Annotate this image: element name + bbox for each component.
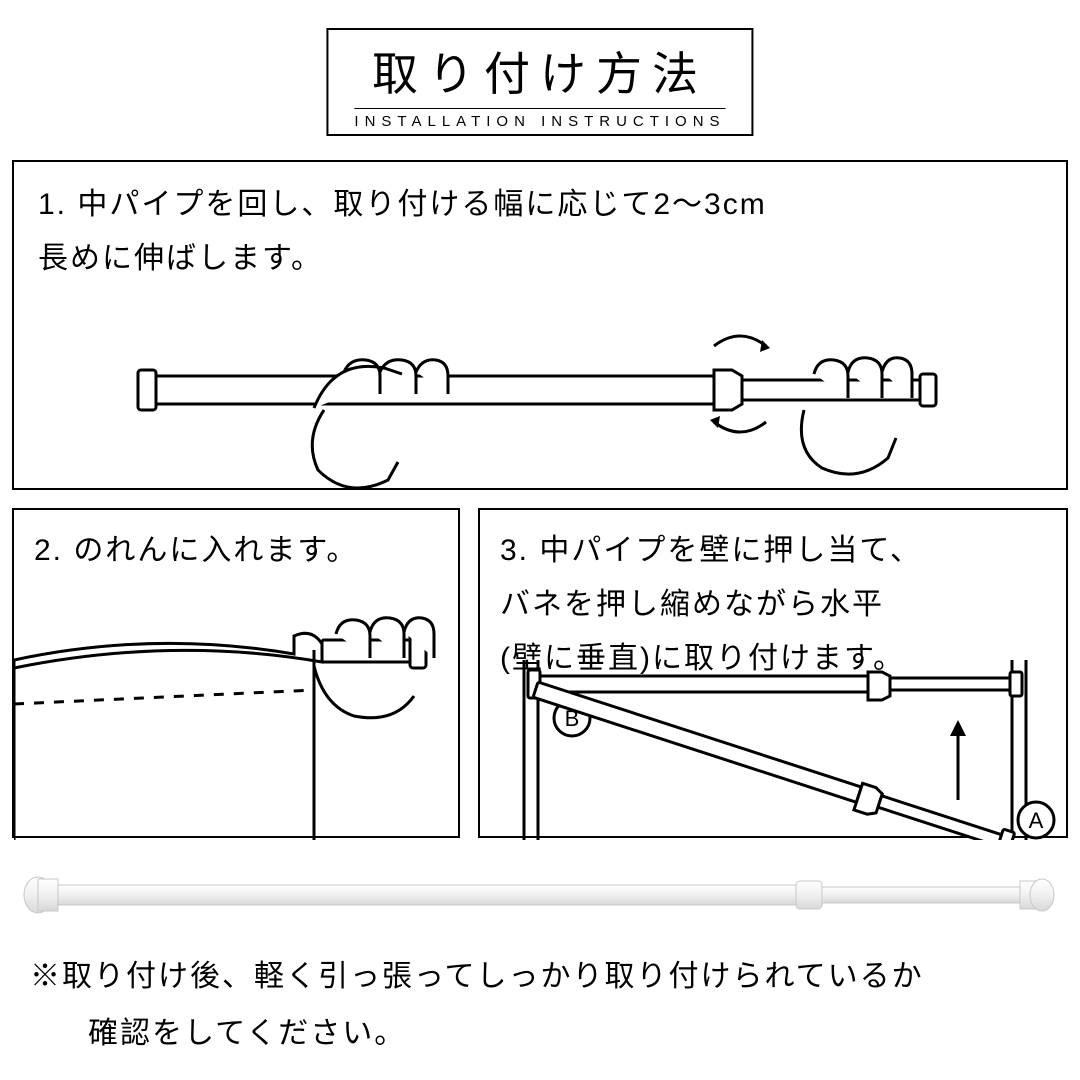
step2-diagram: [14, 570, 462, 840]
panel-step-1: 1. 中パイプを回し、取り付ける幅に応じて2～3cm 長めに伸ばします。: [12, 160, 1068, 490]
tension-rod-illustration: [20, 870, 1060, 920]
footnote-line2: 確認をしてください。: [30, 1005, 924, 1062]
step2-text: 2. のれんに入れます。: [14, 510, 458, 578]
label-a: A: [1029, 808, 1044, 833]
footnote: ※取り付け後、軽く引っ張ってしっかり取り付けられているか 確認をしてください。: [30, 948, 924, 1062]
title-en: INSTALLATION INSTRUCTIONS: [354, 108, 725, 130]
step1-diagram: [14, 290, 1070, 490]
step1-text: 1. 中パイプを回し、取り付ける幅に応じて2～3cm 長めに伸ばします。: [14, 162, 1066, 286]
title-jp: 取り付け方法: [354, 38, 725, 104]
title-box: 取り付け方法 INSTALLATION INSTRUCTIONS: [326, 28, 753, 136]
label-b: B: [565, 706, 580, 731]
panel-step-3: 3. 中パイプを壁に押し当て、 バネを押し縮めながら水平 (壁に垂直)に取り付け…: [478, 508, 1068, 838]
footnote-line1: ※取り付け後、軽く引っ張ってしっかり取り付けられているか: [30, 960, 924, 993]
panel-step-2: 2. のれんに入れます。: [12, 508, 460, 838]
step3-diagram: B A: [480, 660, 1070, 840]
